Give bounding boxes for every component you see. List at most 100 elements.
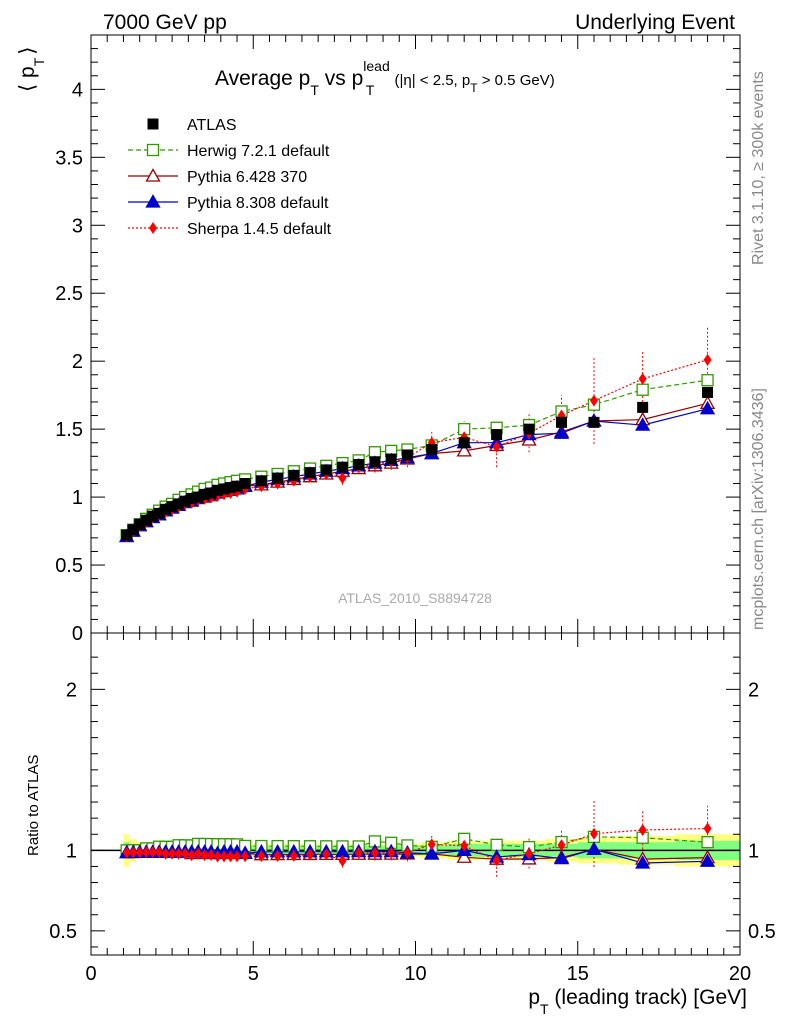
point-sherpa-1-4-5-default: [338, 472, 347, 485]
ratio-point-sherpa-1-4-5-default: [181, 847, 190, 860]
title-sup: lead: [363, 58, 389, 74]
ratio-point-sherpa-1-4-5-default: [273, 849, 282, 862]
ratio-point-sherpa-1-4-5-default: [194, 847, 203, 860]
point-atlas: [491, 429, 503, 441]
ratio-point-sherpa-1-4-5-default: [129, 846, 138, 859]
point-pythia-6-428-370: [456, 443, 472, 457]
ratio-y-tick-label: 1: [748, 840, 759, 862]
ylabel-main: ⟨ p: [16, 66, 39, 92]
rivet-label: Rivet 3.1.10, ≥ 300k events: [750, 71, 767, 265]
ratio-point-sherpa-1-4-5-default: [142, 846, 151, 859]
point-atlas: [401, 449, 413, 461]
legend-label-atlas: ATLAS: [187, 117, 237, 134]
legend-marker-herwig-7-2-1-default: [146, 143, 160, 157]
ratio-point-sherpa-1-4-5-default: [403, 846, 412, 859]
point-atlas: [192, 491, 204, 503]
point-atlas: [637, 401, 649, 413]
ratio-point-sherpa-1-4-5-default: [200, 849, 209, 862]
ratio-point-herwig-7-2-1-default: [490, 838, 503, 851]
point-atlas: [218, 483, 230, 495]
y-tick-label: 4: [72, 79, 83, 101]
ratio-point-sherpa-1-4-5-default: [168, 847, 177, 860]
legend-marker-pythia-6-428-370: [145, 168, 161, 182]
point-atlas: [199, 488, 211, 500]
x-tick-label: 10: [404, 963, 426, 985]
point-atlas: [231, 480, 243, 492]
ratio-point-sherpa-1-4-5-default: [638, 823, 647, 836]
point-sherpa-1-4-5-default: [703, 353, 712, 366]
point-atlas: [153, 507, 165, 519]
ratio-point-sherpa-1-4-5-default: [233, 850, 242, 863]
ratio-point-sherpa-1-4-5-default: [387, 846, 396, 859]
x-tick-label: 15: [567, 963, 589, 985]
ratio-frame: [90, 632, 741, 956]
ratio-markers: [119, 822, 716, 869]
legend-marker-pythia-8-308-default: [145, 194, 161, 208]
mcplots-label: mcplots.cern.ch [arXiv:1306.3436]: [750, 388, 767, 630]
header-left: 7000 GeV pp: [103, 11, 227, 34]
plot-title: Average pT vs plead T (|η| < 2.5, pT > 0.…: [215, 58, 555, 98]
point-atlas: [173, 498, 185, 510]
y-tick-label: 3: [72, 215, 83, 237]
ylabel-close: ⟩: [16, 47, 39, 55]
analysis-watermark: ATLAS_2010_S8894728: [338, 590, 492, 606]
y-tick-label: 1.5: [55, 419, 83, 441]
ratio-point-sherpa-1-4-5-default: [289, 849, 298, 862]
point-atlas: [212, 484, 224, 496]
point-sherpa-1-4-5-default: [589, 394, 598, 407]
point-atlas: [239, 478, 251, 489]
ratio-point-pythia-8-308-default: [586, 841, 602, 855]
ratio-point-sherpa-1-4-5-default: [557, 839, 566, 852]
xlabel-main: p: [528, 986, 540, 1009]
ratio-point-pythia-8-308-default: [553, 850, 570, 865]
point-atlas: [320, 464, 332, 476]
point-atlas: [288, 469, 300, 481]
ratio-point-sherpa-1-4-5-default: [135, 846, 144, 859]
x-tick-label: 0: [85, 963, 96, 985]
ratio-point-pythia-8-308-default: [424, 846, 440, 860]
ratio-point-sherpa-1-4-5-default: [226, 850, 235, 863]
legend-label-pythia-6-428-370: Pythia 6.428 370: [187, 169, 307, 186]
y-tick-label: 1: [72, 487, 83, 509]
point-atlas: [523, 423, 535, 435]
point-atlas: [556, 416, 568, 428]
point-atlas: [426, 444, 438, 456]
y-tick-label: 0.5: [55, 555, 83, 577]
ratio-y-label: Ratio to ATLAS: [25, 755, 42, 856]
series-line-pythia-8-308-default: [126, 408, 708, 537]
title-main: Average p: [215, 67, 310, 90]
ratio-point-sherpa-1-4-5-default: [161, 847, 170, 860]
ratio-point-sherpa-1-4-5-default: [155, 846, 164, 859]
point-pythia-8-308-default: [553, 425, 570, 439]
y-tick-label: 2.5: [55, 283, 83, 305]
ylabel-sub: T: [31, 57, 47, 66]
point-atlas: [147, 510, 159, 522]
point-atlas: [304, 467, 316, 479]
y-tick-label: 0: [72, 623, 83, 645]
x-axis-label: pT (leading track) [GeV]: [528, 986, 747, 1017]
point-pythia-8-308-default: [635, 417, 651, 431]
legend-marker-sherpa-1-4-5-default: [149, 222, 157, 234]
point-atlas: [272, 472, 284, 484]
main-panel: 0.5 1 1.5 2 2.5 3 3.5 4 0: [55, 34, 741, 645]
point-sherpa-1-4-5-default: [492, 440, 501, 453]
title-cut-end: > 0.5 GeV): [478, 72, 555, 89]
point-atlas: [166, 501, 178, 513]
xlabel-rest: (leading track) [GeV]: [549, 986, 747, 1009]
legend-label-sherpa-1-4-5-default: Sherpa 1.4.5 default: [187, 221, 332, 238]
ratio-point-pythia-6-428-370: [456, 849, 472, 863]
main-lines: [126, 325, 709, 537]
title-sub2: T: [366, 82, 375, 98]
point-herwig-7-2-1-default: [636, 383, 649, 396]
point-atlas: [385, 453, 397, 465]
y-axis-label: ⟨ pT ⟩: [16, 47, 47, 92]
point-atlas: [186, 492, 198, 504]
ratio-point-sherpa-1-4-5-default: [306, 848, 315, 861]
point-atlas: [160, 503, 172, 515]
series-line-herwig-7-2-1-default: [126, 379, 708, 536]
ratio-point-sherpa-1-4-5-default: [257, 850, 266, 863]
ratio-point-pythia-8-308-default: [699, 853, 716, 867]
legend: ATLAS Herwig 7.2.1 default Pythia 6.428 37…: [128, 117, 332, 238]
ratio-y-tick-label: 0.5: [49, 921, 77, 943]
